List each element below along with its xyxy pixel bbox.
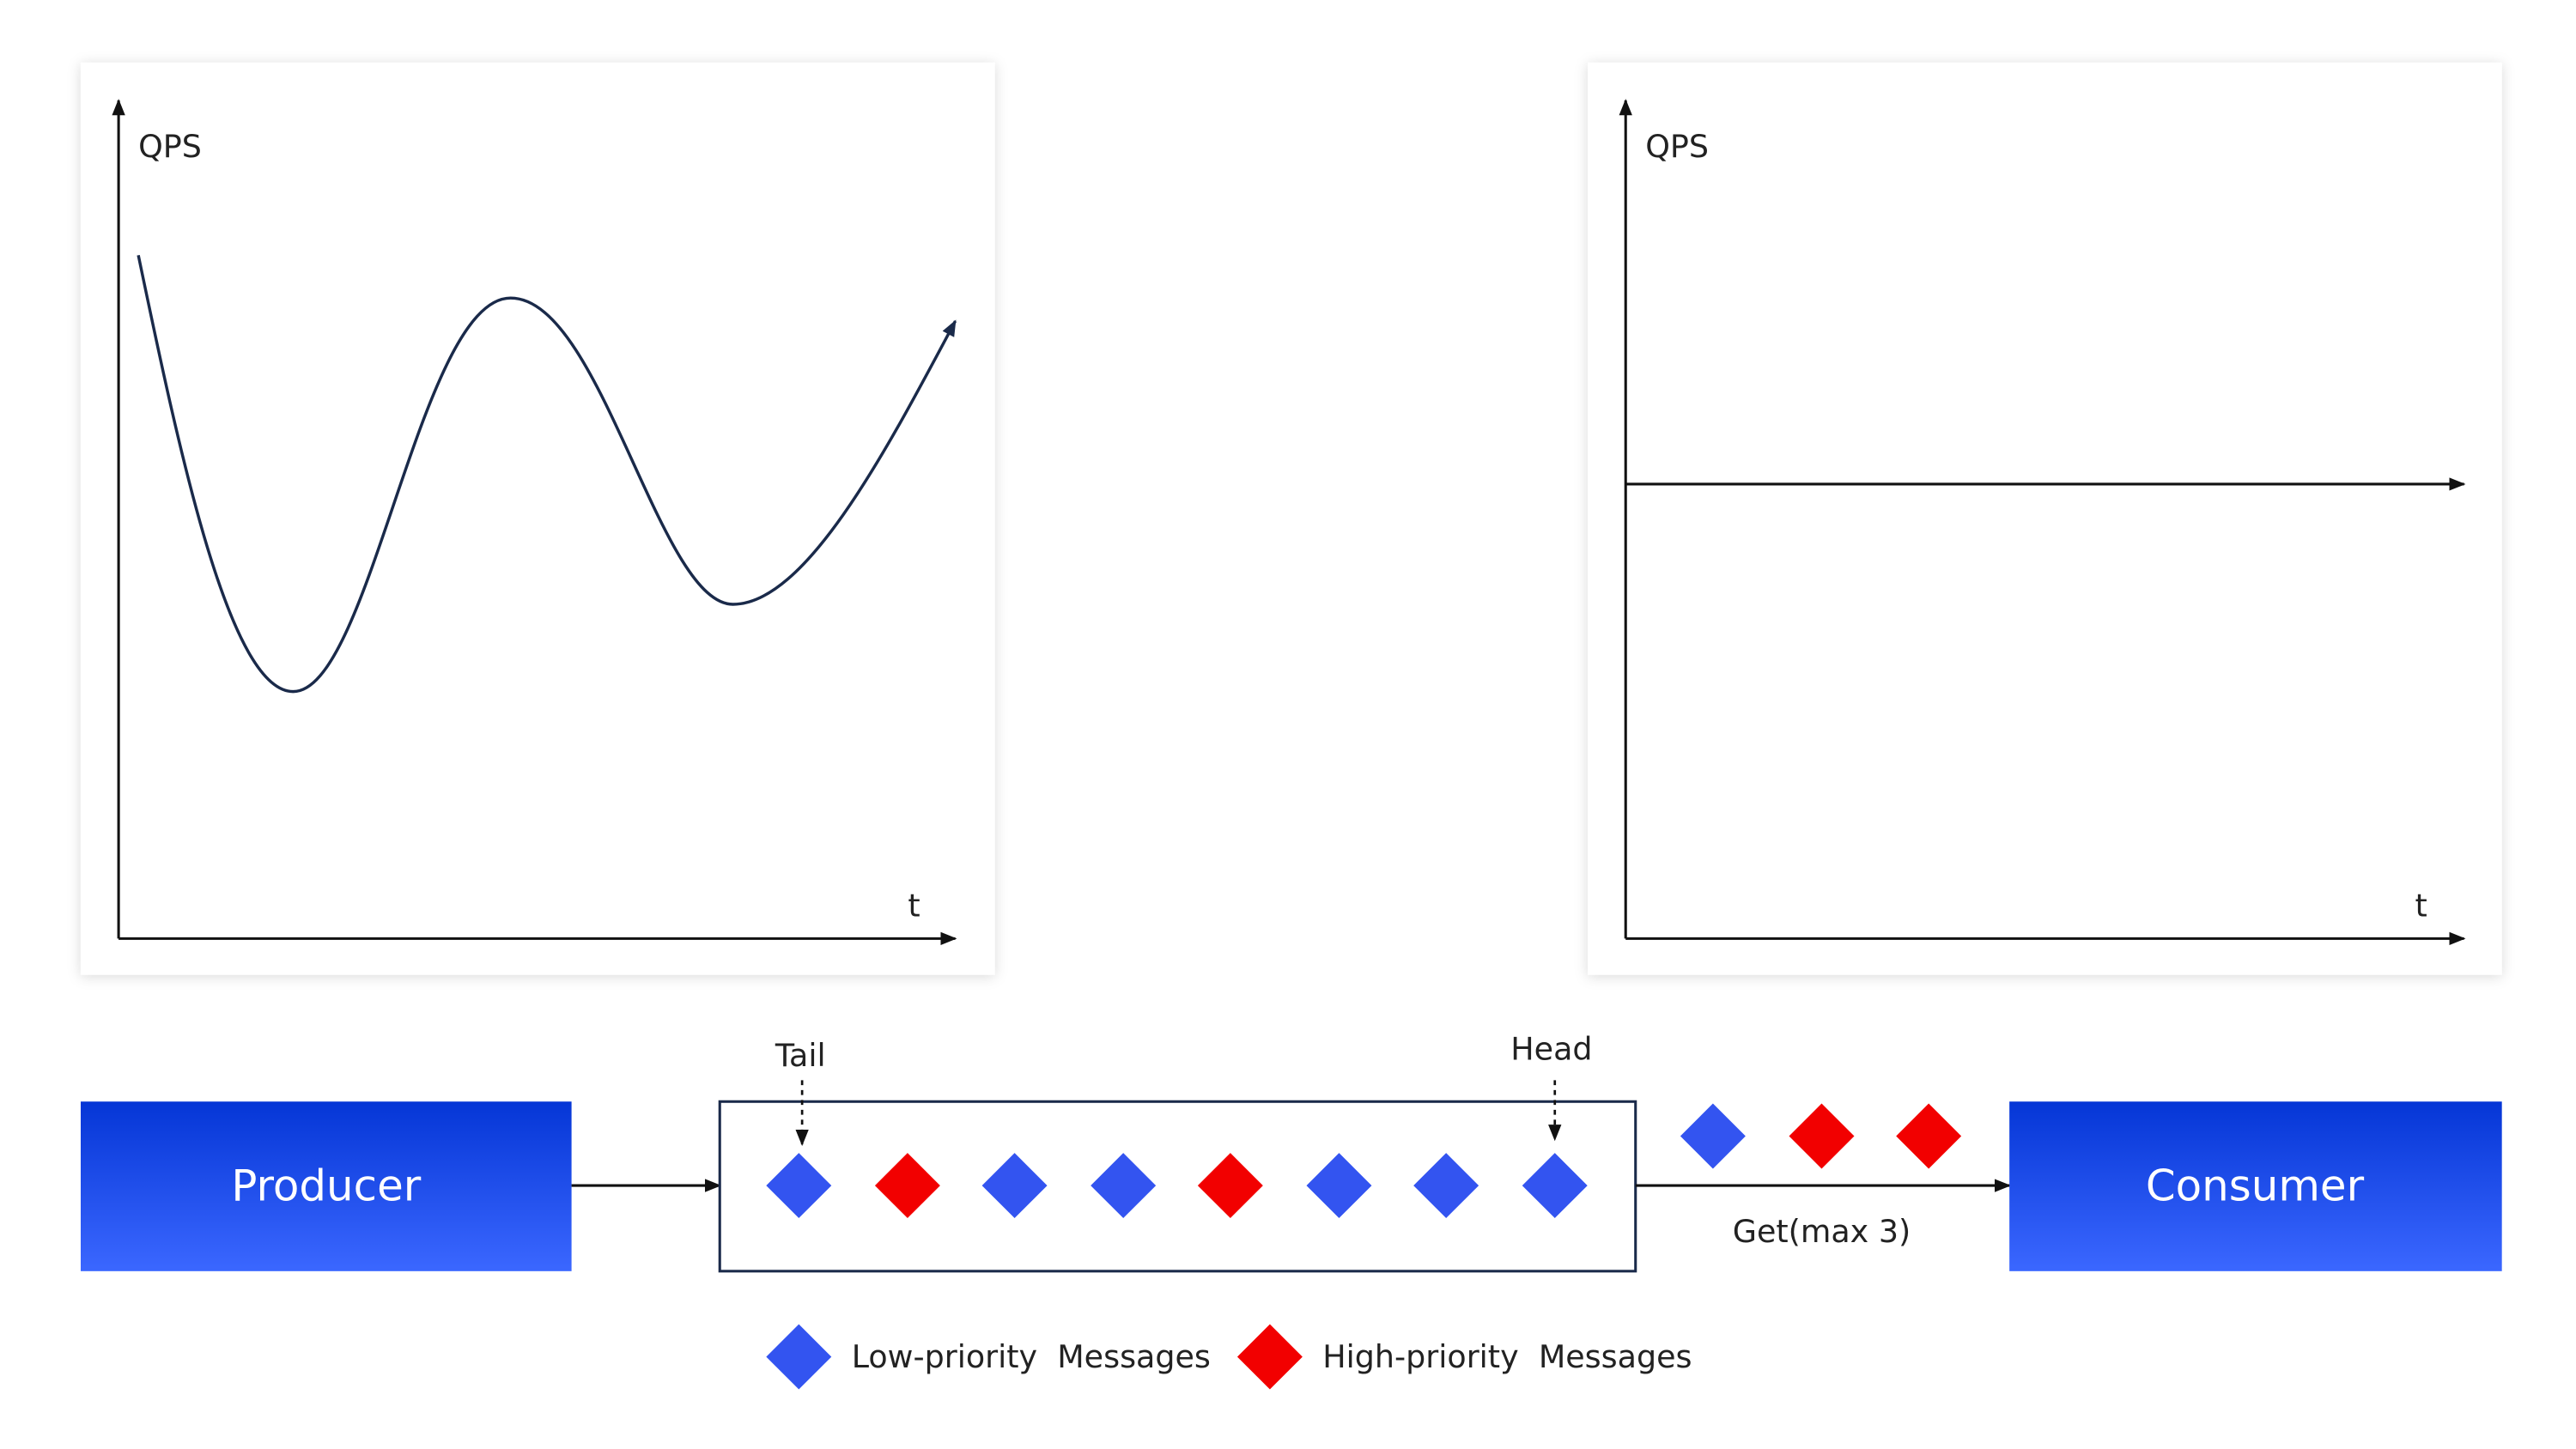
legend-label: Low-priority Messages [852, 1338, 1211, 1375]
x-axis-label: t [2415, 887, 2427, 924]
x-axis-label: t [908, 887, 920, 924]
y-axis-label: QPS [138, 128, 202, 165]
y-axis-label: QPS [1645, 128, 1709, 165]
queue-box [718, 1100, 1637, 1273]
low-priority-message [981, 1153, 1048, 1219]
legend-swatch [1236, 1324, 1303, 1390]
high-priority-message [1896, 1103, 1962, 1169]
legend-label: High-priority Messages [1322, 1338, 1692, 1375]
consumer-label: Consumer [2146, 1161, 2365, 1210]
left-panel [80, 62, 995, 975]
low-priority-message [1680, 1103, 1746, 1169]
producer-label: Producer [231, 1161, 421, 1210]
head-label: Head [1510, 1030, 1592, 1067]
high-priority-message [1789, 1103, 1855, 1169]
get-label: Get(max 3) [1733, 1213, 1911, 1250]
low-priority-message [1306, 1153, 1372, 1219]
producer-box [80, 1101, 572, 1271]
legend-swatch [766, 1324, 832, 1390]
low-priority-message [1522, 1153, 1588, 1219]
qps-curve [137, 254, 957, 694]
consumer-box [2009, 1101, 2502, 1271]
high-priority-message [874, 1153, 940, 1219]
tail-label: Tail [775, 1037, 826, 1074]
right-panel [1588, 62, 2502, 975]
queue-messages [766, 1153, 1588, 1219]
